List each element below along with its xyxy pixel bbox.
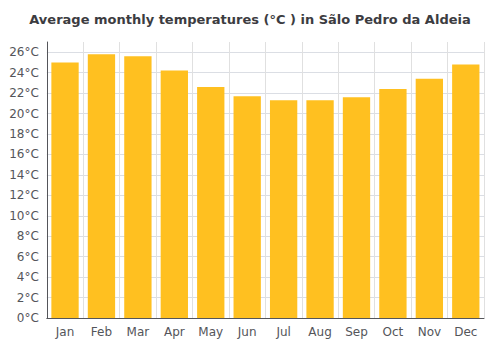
svg-text:Mar: Mar [127, 325, 150, 339]
svg-text:24°C: 24°C [9, 66, 39, 80]
svg-text:18°C: 18°C [9, 127, 39, 141]
svg-text:8°C: 8°C [17, 229, 39, 243]
svg-text:Dec: Dec [454, 325, 477, 339]
svg-text:6°C: 6°C [17, 250, 39, 264]
svg-text:Feb: Feb [91, 325, 112, 339]
svg-text:Oct: Oct [383, 325, 404, 339]
svg-text:Jun: Jun [237, 325, 257, 339]
svg-text:Nov: Nov [418, 325, 441, 339]
svg-text:16°C: 16°C [9, 147, 39, 161]
svg-text:26°C: 26°C [9, 45, 39, 59]
svg-text:Sep: Sep [345, 325, 368, 339]
svg-text:0°C: 0°C [17, 311, 39, 325]
svg-text:May: May [198, 325, 223, 339]
svg-text:10°C: 10°C [9, 209, 39, 223]
svg-text:22°C: 22°C [9, 86, 39, 100]
svg-text:Aug: Aug [308, 325, 331, 339]
svg-text:Jan: Jan [55, 325, 75, 339]
svg-text:Jul: Jul [275, 325, 290, 339]
svg-text:Apr: Apr [164, 325, 185, 339]
svg-text:20°C: 20°C [9, 107, 39, 121]
svg-text:14°C: 14°C [9, 168, 39, 182]
svg-text:Average monthly temperatures (: Average monthly temperatures (°C ) in Sã… [29, 12, 470, 27]
svg-text:2°C: 2°C [17, 291, 39, 305]
svg-text:12°C: 12°C [9, 188, 39, 202]
svg-text:4°C: 4°C [17, 270, 39, 284]
